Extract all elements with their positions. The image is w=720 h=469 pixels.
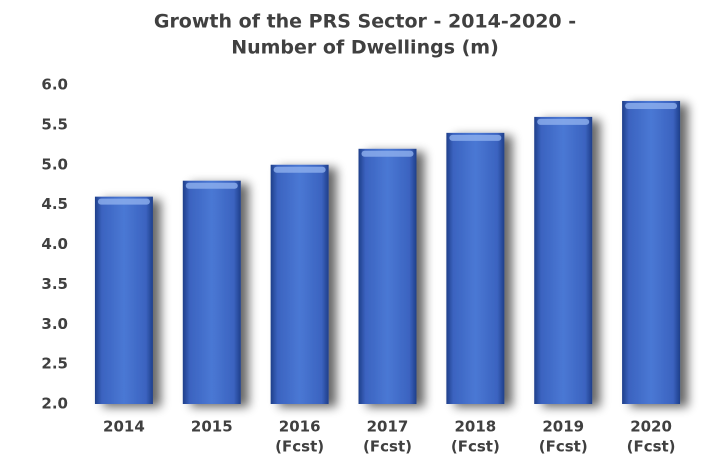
y-tick-label: 3.0 — [41, 315, 68, 333]
x-tick-label: 2015 — [191, 418, 233, 436]
y-tick-label: 5.0 — [41, 155, 68, 173]
x-tick-label: 2018 — [454, 418, 496, 436]
x-tick-label: 2017 — [367, 418, 409, 436]
bar-highlight — [361, 150, 414, 157]
bar — [534, 116, 593, 405]
y-tick-label: 2.5 — [41, 355, 68, 373]
x-tick-label: 2014 — [103, 418, 145, 436]
bar-highlight — [537, 118, 590, 125]
bar — [94, 196, 153, 404]
x-tick-label: (Fcst) — [539, 438, 588, 456]
y-tick-label: 2.0 — [41, 395, 68, 413]
y-tick-label: 4.0 — [41, 235, 68, 253]
y-tick-label: 6.0 — [41, 76, 68, 94]
bar — [358, 148, 417, 404]
bar-highlight — [97, 198, 150, 205]
chart-title: Number of Dwellings (m) — [231, 37, 499, 59]
x-tick-label: 2020 — [630, 418, 672, 436]
bar-highlight — [273, 166, 326, 173]
bar — [182, 180, 241, 404]
x-tick-label: 2019 — [542, 418, 584, 436]
bar — [446, 132, 505, 404]
x-tick-label: (Fcst) — [363, 438, 412, 456]
x-tick-label: (Fcst) — [627, 438, 676, 456]
y-tick-label: 3.5 — [41, 275, 68, 293]
bar — [622, 100, 681, 404]
chart-title: Growth of the PRS Sector - 2014-2020 - — [154, 11, 576, 33]
y-tick-label: 4.5 — [41, 195, 68, 213]
bar — [270, 164, 329, 404]
x-tick-label: 2016 — [279, 418, 321, 436]
x-tick-label: (Fcst) — [451, 438, 500, 456]
bar-highlight — [625, 102, 678, 109]
bar-highlight — [185, 182, 238, 189]
y-tick-label: 5.5 — [41, 115, 68, 133]
x-tick-label: (Fcst) — [275, 438, 324, 456]
bar-highlight — [449, 134, 502, 141]
